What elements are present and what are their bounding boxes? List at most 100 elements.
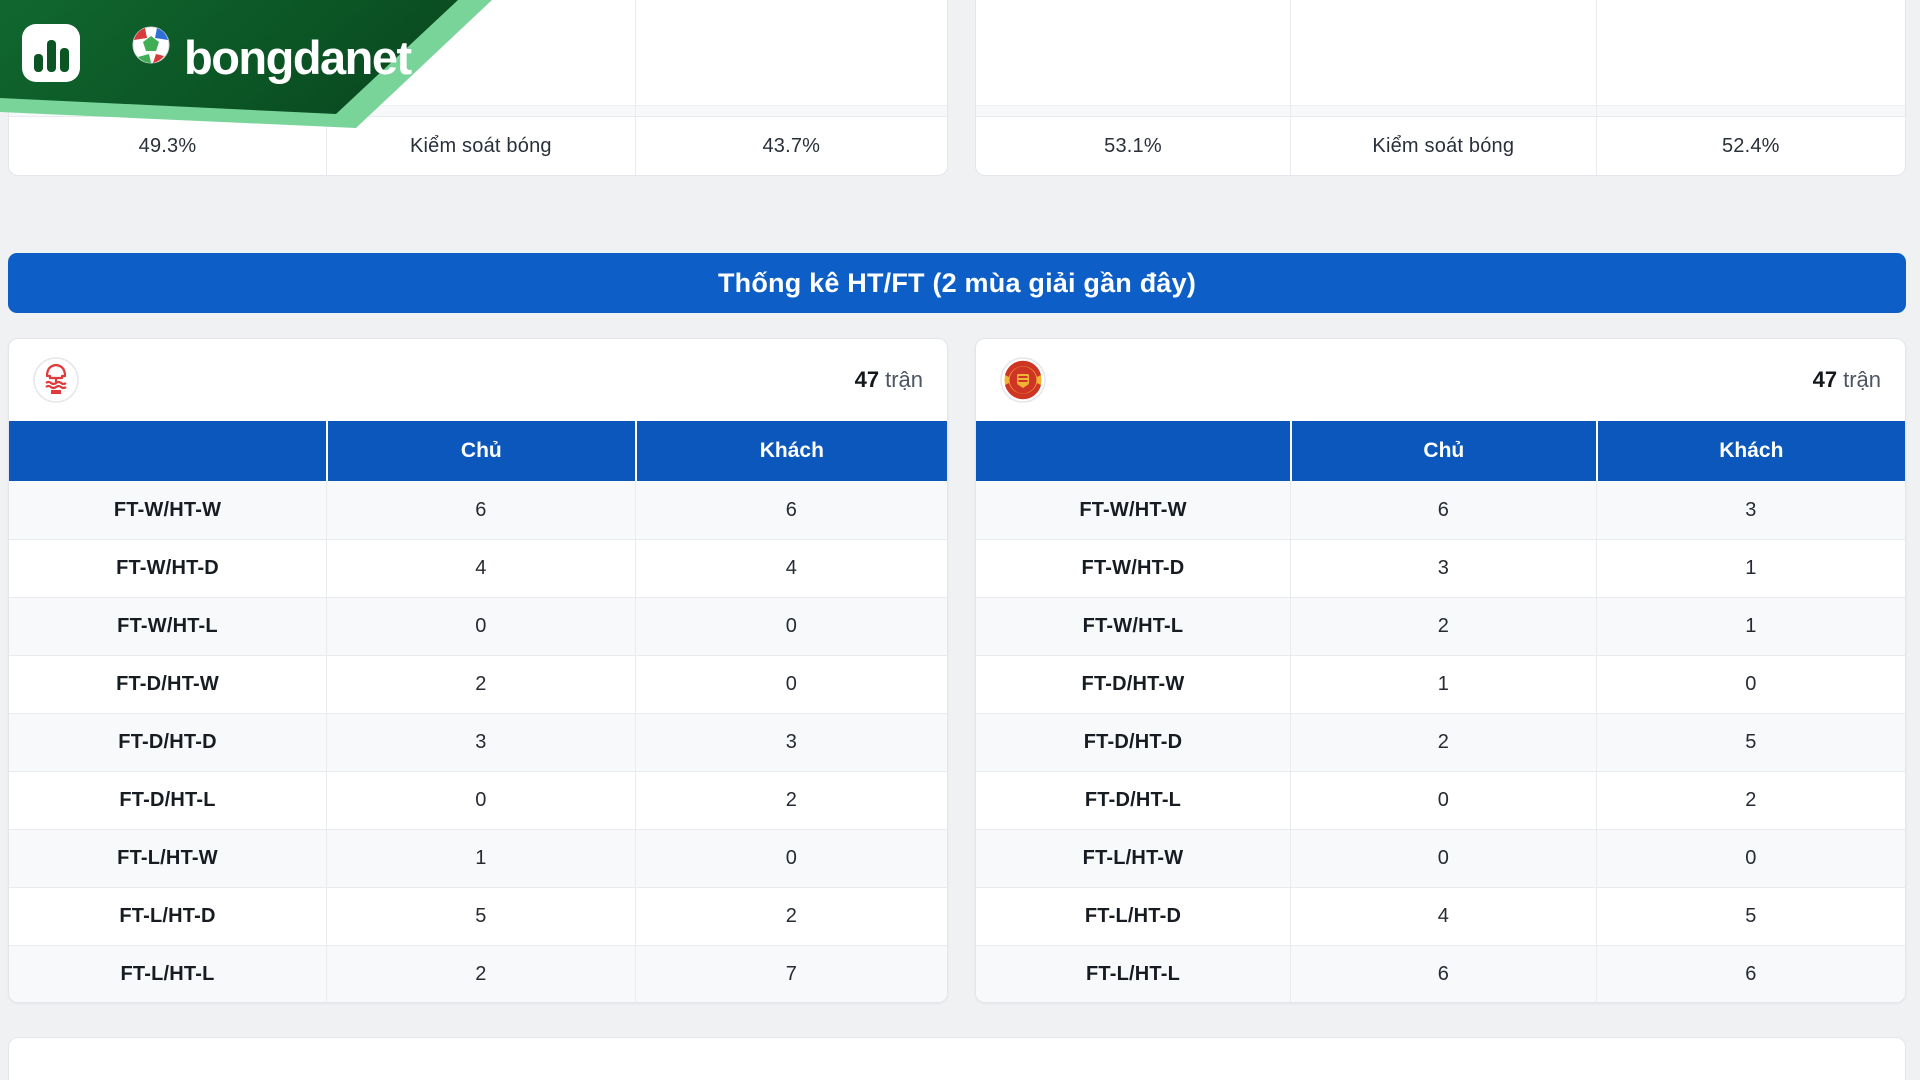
- row-away-value: 6: [1595, 946, 1905, 1002]
- row-band: [1596, 105, 1905, 117]
- row-band: [635, 105, 947, 117]
- section-title: Thống kê HT/FT (2 mùa giải gần đây): [717, 267, 1197, 298]
- row-sliver: [976, 0, 1290, 105]
- row-home-value: 2: [1290, 714, 1596, 771]
- row-home-value: 3: [1290, 540, 1596, 597]
- row-home-value: 2: [1290, 598, 1596, 655]
- row-away-value: 1: [1595, 540, 1905, 597]
- next-section-card: [8, 1037, 1906, 1080]
- header-empty-cell: [976, 421, 1290, 481]
- table-row: FT-D/HT-D 2 5: [976, 713, 1905, 771]
- row-label: FT-L/HT-W: [1082, 847, 1184, 869]
- header-home-column: Chủ: [1290, 421, 1596, 481]
- soccer-ball-icon: [132, 26, 170, 64]
- brand-name: bongdanet: [184, 31, 412, 84]
- possession-home-value: 49.3%: [138, 134, 197, 157]
- row-label: FT-W/HT-L: [117, 615, 218, 637]
- htft-card-home-team: 47 trận Chủ Khách FT-W/HT-W 6 6 FT-W/HT-D 4 4 F…: [8, 338, 948, 1003]
- row-label: FT-D/HT-W: [1081, 673, 1185, 695]
- row-away-value: 7: [634, 946, 947, 1002]
- row-label: FT-D/HT-L: [1084, 789, 1182, 811]
- table-row: FT-L/HT-L 6 6: [976, 945, 1905, 1002]
- table-row: FT-D/HT-L 0 2: [9, 771, 947, 829]
- row-label: FT-L/HT-L: [1086, 963, 1180, 985]
- table-row: FT-W/HT-L 0 0: [9, 597, 947, 655]
- row-label: FT-W/HT-L: [1082, 615, 1184, 637]
- table-row: FT-L/HT-W 0 0: [976, 829, 1905, 887]
- row-home-value: 4: [1290, 888, 1596, 945]
- row-away-value: 0: [634, 830, 947, 887]
- row-away-value: 0: [1595, 830, 1905, 887]
- row-sliver: [1291, 0, 1596, 105]
- possession-home-value: 53.1%: [1104, 134, 1162, 157]
- row-home-value: 6: [1290, 481, 1596, 539]
- row-label: FT-L/HT-D: [119, 905, 216, 927]
- possession-cell: Kiểm soát bóng: [1290, 0, 1596, 175]
- header-empty-cell: [9, 421, 326, 481]
- table-header-row: Chủ Khách: [9, 421, 947, 481]
- htft-card-away-team: 47 trận Chủ Khách FT-W/HT-W 6 3 FT-W/HT-D 3 1 F…: [975, 338, 1906, 1003]
- row-home-value: 0: [326, 598, 635, 655]
- possession-label: Kiểm soát bóng: [409, 134, 552, 157]
- row-away-value: 3: [1595, 481, 1905, 539]
- header-away-column: Khách: [634, 421, 947, 481]
- possession-cell: 53.1%: [976, 0, 1290, 175]
- table-row: FT-L/HT-W 1 0: [9, 829, 947, 887]
- nottingham-forest-crest: [33, 357, 79, 403]
- row-band: [327, 105, 635, 117]
- header-home-column: Chủ: [326, 421, 635, 481]
- table-row: FT-D/HT-W 1 0: [976, 655, 1905, 713]
- row-home-value: 0: [326, 772, 635, 829]
- row-band: [1291, 105, 1596, 117]
- row-home-value: 0: [1290, 830, 1596, 887]
- table-row: FT-W/HT-D 4 4: [9, 539, 947, 597]
- row-label: FT-D/HT-D: [118, 731, 217, 753]
- site-logo-banner[interactable]: bongdanet: [0, 0, 500, 132]
- row-away-value: 1: [1595, 598, 1905, 655]
- table-row: FT-D/HT-L 0 2: [976, 771, 1905, 829]
- row-away-value: 2: [634, 772, 947, 829]
- possession-label: Kiểm soát bóng: [1372, 134, 1515, 157]
- row-away-value: 4: [634, 540, 947, 597]
- header-away-column: Khách: [1595, 421, 1905, 481]
- table-row: FT-W/HT-W 6 6: [9, 481, 947, 539]
- row-away-value: 2: [1595, 772, 1905, 829]
- possession-table-away: 53.1% Kiểm soát bóng 52.4%: [975, 0, 1906, 176]
- matches-count: 47 trận: [1812, 367, 1881, 392]
- table-row: FT-L/HT-L 2 7: [9, 945, 947, 1002]
- row-label: FT-D/HT-D: [1083, 731, 1183, 753]
- row-home-value: 3: [326, 714, 635, 771]
- row-label: FT-W/HT-W: [1079, 498, 1187, 521]
- row-label: FT-D/HT-W: [116, 673, 219, 695]
- row-home-value: 4: [326, 540, 635, 597]
- row-away-value: 6: [634, 481, 947, 539]
- table-row: FT-W/HT-W 6 3: [976, 481, 1905, 539]
- table-row: FT-W/HT-L 2 1: [976, 597, 1905, 655]
- section-title-banner: Thống kê HT/FT (2 mùa giải gần đây): [8, 253, 1906, 313]
- row-home-value: 6: [1290, 946, 1596, 1002]
- row-home-value: 1: [326, 830, 635, 887]
- table-row: FT-D/HT-D 3 3: [9, 713, 947, 771]
- row-label: FT-W/HT-W: [113, 498, 222, 521]
- row-home-value: 2: [326, 946, 635, 1002]
- row-home-value: 6: [326, 481, 635, 539]
- row-label: FT-W/HT-D: [1081, 557, 1185, 579]
- row-label: FT-L/HT-D: [1084, 905, 1182, 927]
- row-away-value: 0: [1595, 656, 1905, 713]
- row-sliver: [635, 0, 947, 105]
- row-home-value: 5: [326, 888, 635, 945]
- table-body: FT-W/HT-W 6 3 FT-W/HT-D 3 1 FT-W/HT-L 2 1 FT-D/HT…: [976, 481, 1905, 1002]
- bar-chart-icon: [22, 24, 80, 82]
- row-home-value: 1: [1290, 656, 1596, 713]
- possession-away-value: 43.7%: [762, 134, 821, 157]
- row-away-value: 2: [634, 888, 947, 945]
- possession-cell: 43.7%: [634, 0, 947, 175]
- row-away-value: 3: [634, 714, 947, 771]
- row-away-value: 5: [1595, 714, 1905, 771]
- row-away-value: 0: [634, 598, 947, 655]
- row-label: FT-W/HT-D: [116, 557, 219, 579]
- matches-count: 47 trận: [854, 367, 923, 392]
- row-away-value: 5: [1595, 888, 1905, 945]
- table-row: FT-L/HT-D 5 2: [9, 887, 947, 945]
- possession-away-value: 52.4%: [1721, 134, 1780, 157]
